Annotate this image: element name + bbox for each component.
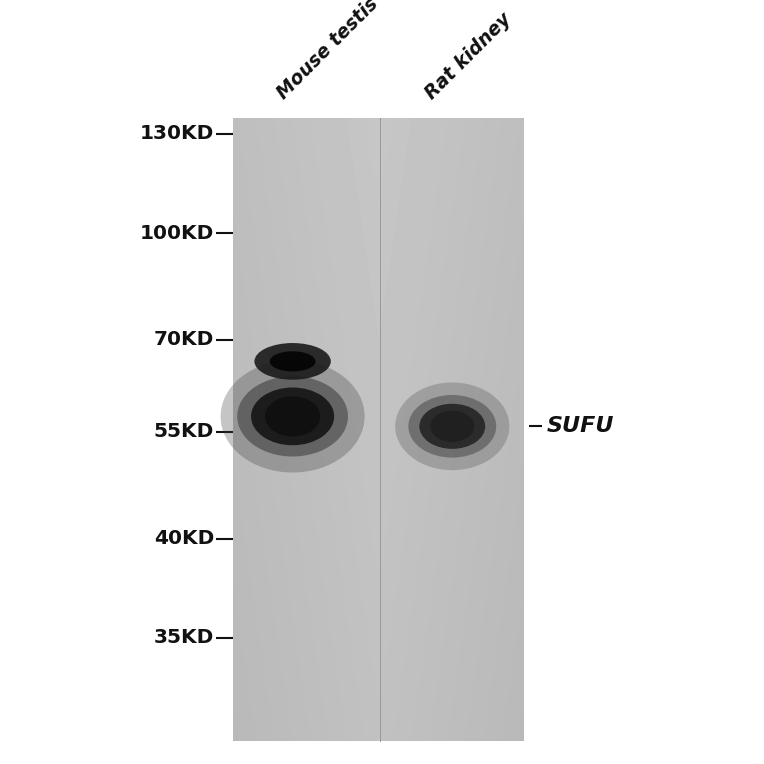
Text: SUFU: SUFU: [546, 416, 613, 436]
Ellipse shape: [265, 397, 320, 436]
Ellipse shape: [395, 383, 510, 470]
Text: Mouse testis: Mouse testis: [273, 0, 382, 103]
Ellipse shape: [238, 376, 348, 457]
Text: 55KD: 55KD: [154, 422, 214, 441]
Ellipse shape: [270, 351, 316, 371]
Text: 130KD: 130KD: [140, 125, 214, 143]
Ellipse shape: [419, 403, 485, 449]
Text: 40KD: 40KD: [154, 529, 214, 548]
Ellipse shape: [251, 387, 334, 445]
Ellipse shape: [221, 361, 364, 472]
Text: 100KD: 100KD: [140, 224, 214, 242]
Text: 35KD: 35KD: [154, 629, 214, 647]
Ellipse shape: [430, 411, 474, 442]
Text: 70KD: 70KD: [154, 331, 214, 349]
Ellipse shape: [408, 395, 497, 458]
Ellipse shape: [254, 343, 331, 380]
Text: Rat kidney: Rat kidney: [422, 10, 516, 103]
